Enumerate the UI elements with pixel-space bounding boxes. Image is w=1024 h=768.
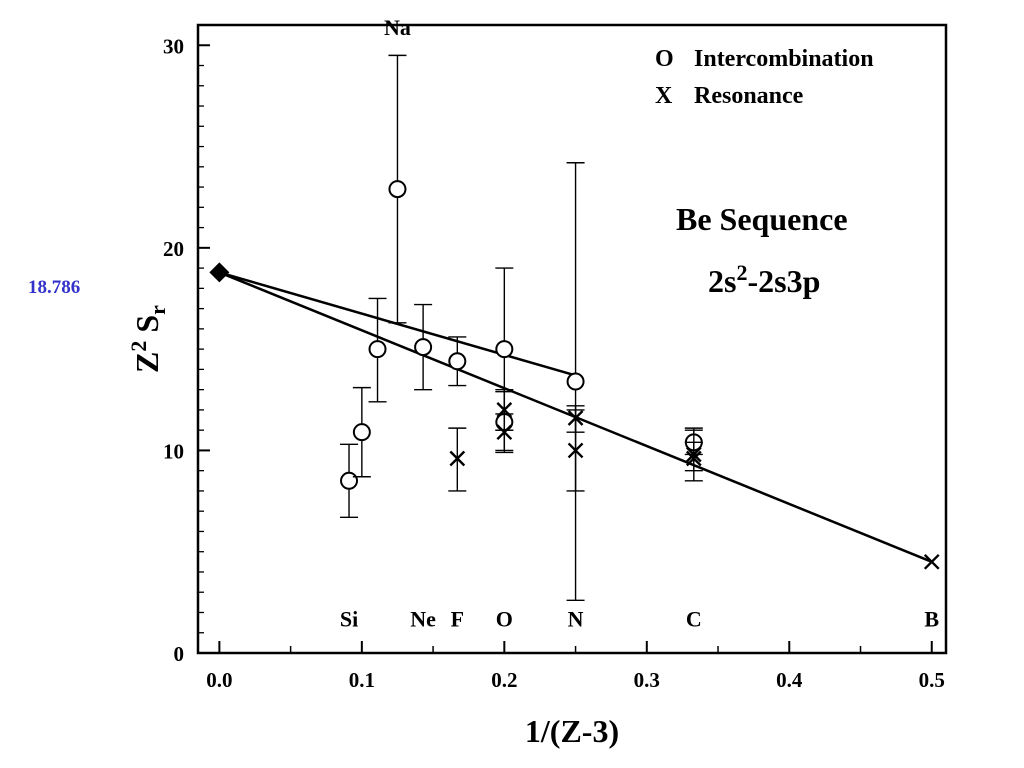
x-marker-stroke [496, 424, 513, 441]
circle-marker [368, 340, 387, 359]
element-label-na: Na [384, 15, 411, 40]
circle-marker [352, 423, 371, 442]
y-tick-label: 0 [174, 642, 185, 666]
y-axis-title-tail: S [129, 315, 165, 341]
intercombination-fit [219, 271, 576, 377]
intercombination-point [448, 336, 467, 387]
annotation-config-b: -2s3p [747, 263, 820, 299]
circle-marker [414, 338, 433, 357]
y-tick-label: 20 [163, 237, 184, 261]
element-label-b: B [924, 607, 939, 632]
x-tick-label: 0.5 [919, 668, 945, 692]
legend-label-intercombination: Intercombination [694, 46, 874, 72]
annotation-config-sup: 2 [736, 260, 747, 285]
element-label-n: N [568, 607, 584, 632]
intercept-diamond [209, 262, 230, 283]
circle-marker [340, 471, 359, 490]
intercept-value-label: 18.786 [28, 277, 80, 298]
circle-marker [495, 340, 514, 359]
data-points [209, 54, 940, 602]
x-tick-label: 0.0 [206, 668, 232, 692]
resonance-point [566, 409, 585, 492]
y-axis-title-sup: 2 [126, 341, 151, 352]
element-label-si: Si [340, 607, 358, 632]
resonance-point [448, 427, 467, 492]
intercombination-point [368, 297, 387, 403]
x-axis-title: 1/(Z-3) [525, 713, 619, 749]
resonance-point [684, 441, 703, 472]
intercombination-point [566, 162, 585, 602]
element-labels: Na Si Ne F O N C B [340, 15, 940, 632]
circle-marker [388, 180, 407, 199]
x-tick-label: 0.3 [634, 668, 660, 692]
intercombination-point [388, 54, 407, 324]
y-axis-title-main: Z [129, 352, 165, 373]
legend-marker-intercombination: O [655, 46, 674, 72]
legend: O Intercombination X Resonance [655, 46, 874, 109]
x-marker-stroke [567, 442, 584, 459]
x-tick-label: 0.1 [349, 668, 375, 692]
y-tick-label: 10 [163, 439, 184, 463]
plot-frame [196, 23, 948, 655]
x-marker-stroke [449, 450, 466, 467]
element-label-f: F [451, 607, 464, 632]
y-axis-title-sub: r [145, 305, 170, 315]
resonance-point [923, 553, 940, 570]
legend-marker-resonance: X [655, 83, 673, 109]
intercombination-point [414, 303, 433, 391]
element-label-c: C [686, 607, 702, 632]
intercombination-point [352, 386, 371, 478]
annotation-config-a: 2s [708, 263, 736, 299]
axis-ticks: 0.0 0.1 0.2 0.3 0.4 0.5 0 10 20 30 [163, 34, 945, 692]
x-tick-label: 0.4 [776, 668, 803, 692]
y-tick-label: 30 [163, 34, 184, 58]
annotation-configuration: 2s2-2s3p [708, 260, 820, 299]
y-axis-title: Z2 Sr [126, 305, 170, 373]
element-label-ne: Ne [410, 607, 436, 632]
legend-label-resonance: Resonance [694, 83, 804, 109]
intercombination-point [495, 267, 514, 431]
element-label-o: O [496, 607, 513, 632]
x-tick-label: 0.2 [491, 668, 517, 692]
intercombination-point [340, 443, 359, 518]
x-marker-stroke [923, 553, 940, 570]
x-marker-stroke [685, 450, 702, 467]
resonance-point [495, 413, 514, 452]
annotation-title: Be Sequence [676, 201, 848, 237]
circle-marker [566, 372, 585, 391]
sequence-annotation: Be Sequence 2s2-2s3p [676, 201, 848, 299]
circle-marker [448, 352, 467, 371]
